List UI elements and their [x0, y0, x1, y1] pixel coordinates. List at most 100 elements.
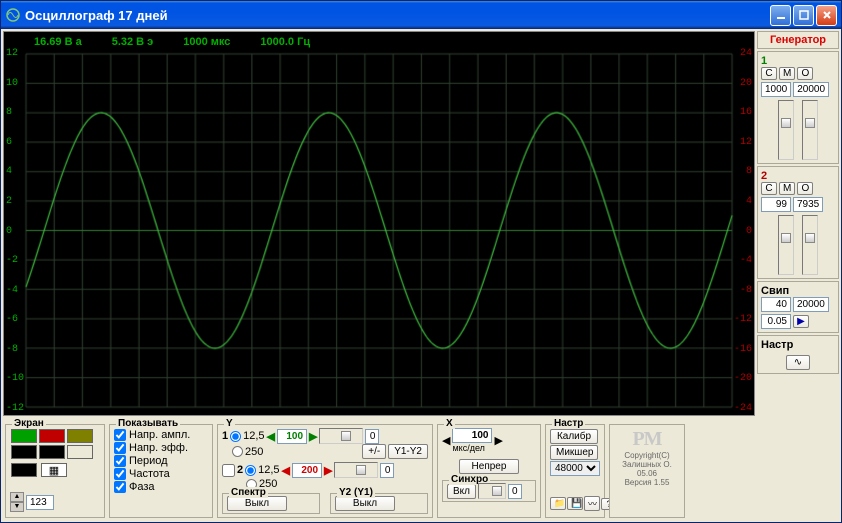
- readout-frequency: 1000.0 Гц: [260, 36, 310, 48]
- gen2-v1[interactable]: 99: [761, 197, 791, 212]
- axis-tick: 10: [6, 78, 18, 89]
- y1-offset-val: 0: [365, 429, 379, 444]
- x-group: X ◀ 100 мкс/дел ▶ Непрер Синхро: [437, 424, 541, 518]
- gen1-slider-b[interactable]: [802, 100, 818, 160]
- gen2-m[interactable]: М: [779, 182, 795, 195]
- y1-opt1-radio[interactable]: [230, 431, 241, 442]
- settings-label: Настр: [552, 418, 585, 429]
- gen1-v1[interactable]: 1000: [761, 82, 791, 97]
- axis-tick: 20: [740, 78, 752, 89]
- axis-tick: 4: [746, 196, 752, 207]
- sweep-group: Свип 40 20000 0.05 ▶: [757, 281, 839, 333]
- y2-arrow-right[interactable]: ▶: [324, 464, 332, 477]
- maximize-button[interactable]: [793, 5, 814, 26]
- y1-opt2: 250: [245, 446, 263, 458]
- axis-tick: 16: [740, 107, 752, 118]
- axis-tick: 0: [6, 226, 12, 237]
- spectrum-button[interactable]: Выкл: [227, 496, 287, 511]
- sweep-label: Свип: [761, 285, 835, 297]
- calibrate-button[interactable]: Калибр: [550, 429, 598, 444]
- y1-arrow-left[interactable]: ◀: [267, 430, 275, 443]
- y1-mult: 100: [277, 429, 307, 444]
- sync-button[interactable]: Вкл: [447, 484, 476, 499]
- sweep-play-button[interactable]: ▶: [793, 315, 809, 328]
- gen2-o[interactable]: О: [797, 182, 813, 195]
- gen2-v2[interactable]: 7935: [793, 197, 823, 212]
- axis-tick: -8: [6, 344, 18, 355]
- y2-arrow-left[interactable]: ◀: [282, 464, 290, 477]
- oscilloscope-display: 16.69 В а 5.32 В э 1000 мкс 1000.0 Гц -1…: [3, 31, 755, 416]
- show-item[interactable]: Период: [114, 455, 208, 467]
- gen2-c[interactable]: С: [761, 182, 777, 195]
- pm-button[interactable]: +/-: [362, 444, 386, 459]
- sweep-step[interactable]: 0.05: [761, 314, 791, 329]
- x-arrow-left[interactable]: ◀: [442, 434, 450, 447]
- y1-opt2-radio[interactable]: [232, 446, 243, 457]
- about-box: PM Copyright(C) Залишных О. 05.06 Версия…: [609, 424, 685, 518]
- show-item[interactable]: Напр. эфф.: [114, 442, 208, 454]
- palette-color[interactable]: [11, 429, 37, 443]
- y2y1-button[interactable]: Выкл: [335, 496, 395, 511]
- gen1-c[interactable]: С: [761, 67, 777, 80]
- pattern-grid[interactable]: ▦: [41, 463, 67, 477]
- folder-icon[interactable]: 📁: [550, 497, 566, 510]
- sweep-v2[interactable]: 20000: [793, 297, 829, 312]
- y2-mult: 200: [292, 463, 322, 478]
- spin-buttons[interactable]: ▲▼: [10, 492, 24, 512]
- x-unit: мкс/дел: [452, 443, 492, 453]
- continuous-button[interactable]: Непрер: [459, 459, 519, 474]
- window-title: Осциллограф 17 дней: [25, 8, 768, 23]
- osc-icon[interactable]: 〰: [584, 496, 600, 511]
- palette-color[interactable]: [11, 445, 37, 459]
- y1-offset-slider[interactable]: [319, 428, 363, 444]
- screen-label: Экран: [12, 418, 46, 429]
- show-item[interactable]: Частота: [114, 468, 208, 480]
- readout-effective: 5.32 В э: [112, 36, 154, 48]
- gen1-o[interactable]: О: [797, 67, 813, 80]
- show-item[interactable]: Фаза: [114, 481, 208, 493]
- axis-tick: 0: [746, 226, 752, 237]
- palette-color[interactable]: [67, 429, 93, 443]
- palette-color[interactable]: [67, 445, 93, 459]
- axis-tick: 6: [6, 137, 12, 148]
- copyright1: Copyright(C): [614, 451, 680, 460]
- copyright2: Залишных О. 05.06: [614, 460, 680, 478]
- save-icon[interactable]: 💾: [567, 497, 583, 510]
- show-group: Показывать Напр. ампл.Напр. эфф.ПериодЧа…: [109, 424, 213, 518]
- gen2-slider-b[interactable]: [802, 215, 818, 275]
- y2-offset-slider[interactable]: [334, 462, 378, 478]
- axis-tick: 8: [6, 107, 12, 118]
- y2-enable[interactable]: [222, 464, 235, 477]
- y2-opt1: 12,5: [258, 464, 279, 476]
- spin-value[interactable]: 123: [26, 495, 54, 510]
- axis-tick: 2: [6, 196, 12, 207]
- x-value: 100: [452, 428, 492, 443]
- titlebar[interactable]: Осциллограф 17 дней: [1, 1, 841, 29]
- sync-group: Синхро Вкл 0: [442, 480, 536, 502]
- y2-opt1-radio[interactable]: [245, 465, 256, 476]
- mixer-button[interactable]: Микшер: [550, 445, 598, 460]
- axis-tick: -24: [734, 403, 752, 414]
- sync-slider[interactable]: [478, 483, 506, 499]
- sweep-v1[interactable]: 40: [761, 297, 791, 312]
- palette-color[interactable]: [39, 429, 65, 443]
- waveform-button[interactable]: ∿: [786, 355, 810, 370]
- y1-arrow-right[interactable]: ▶: [309, 430, 317, 443]
- palette-color[interactable]: [39, 445, 65, 459]
- gen1-m[interactable]: М: [779, 67, 795, 80]
- pattern-solid[interactable]: [11, 463, 37, 477]
- y1y2-button[interactable]: Y1-Y2: [388, 444, 428, 459]
- gen2-slider-a[interactable]: [778, 215, 794, 275]
- axis-tick: -6: [6, 314, 18, 325]
- show-item[interactable]: Напр. ампл.: [114, 429, 208, 441]
- axis-tick: -4: [740, 255, 752, 266]
- app-icon: [5, 7, 21, 23]
- gen1-v2[interactable]: 20000: [793, 82, 829, 97]
- axis-tick: -2: [6, 255, 18, 266]
- gen1-slider-a[interactable]: [778, 100, 794, 160]
- samplerate-select[interactable]: 48000: [550, 461, 600, 476]
- close-button[interactable]: [816, 5, 837, 26]
- minimize-button[interactable]: [770, 5, 791, 26]
- x-arrow-right[interactable]: ▶: [494, 434, 502, 447]
- x-label: X: [444, 418, 455, 429]
